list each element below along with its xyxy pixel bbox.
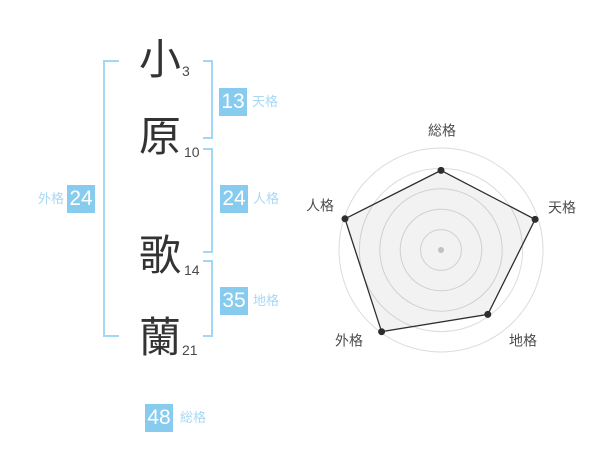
radar-vertex-dot xyxy=(378,328,386,336)
stroke-count-4: 21 xyxy=(182,342,198,358)
chikaku-bracket xyxy=(203,260,213,337)
soukaku-label: 総格 xyxy=(180,410,207,425)
chikaku-value-badge: 35 xyxy=(220,287,248,315)
radar-vertex-dot xyxy=(341,215,349,223)
tenkaku-bracket xyxy=(203,60,213,139)
gaikaku-label: 外格 xyxy=(38,191,65,206)
radar-axis-label-gaikaku: 外格 xyxy=(335,332,363,349)
radar-grid-ring xyxy=(420,229,462,271)
tenkaku-label: 天格 xyxy=(252,94,279,109)
stroke-count-2: 10 xyxy=(184,144,200,160)
soukaku-value-badge: 48 xyxy=(145,404,173,432)
stroke-count-3: 14 xyxy=(184,262,200,278)
radar-axis-label-tenkaku: 天格 xyxy=(548,199,576,216)
radar-vertex-dot xyxy=(531,215,539,223)
radar-vertex-dot xyxy=(437,166,445,174)
name-character-4: 蘭 xyxy=(138,314,181,361)
name-character-1: 小 xyxy=(138,36,181,83)
radar-axis-label-chikaku: 地格 xyxy=(509,332,537,349)
name-character-3: 歌 xyxy=(138,232,181,279)
radar-grid-ring xyxy=(338,147,544,353)
jinkaku-label: 人格 xyxy=(253,191,280,206)
stroke-count-1: 3 xyxy=(182,63,190,79)
radar-vertex-dot xyxy=(484,310,492,318)
name-character-2: 原 xyxy=(138,113,181,160)
gaikaku-bracket xyxy=(103,60,119,337)
radar-chart xyxy=(338,147,544,353)
radar-grid-ring xyxy=(379,188,503,312)
chikaku-label: 地格 xyxy=(253,293,280,308)
gaikaku-value-badge: 24 xyxy=(67,185,95,213)
radar-grid-ring xyxy=(399,208,483,292)
jinkaku-bracket xyxy=(203,148,213,253)
tenkaku-value-badge: 13 xyxy=(219,88,247,116)
jinkaku-value-badge: 24 xyxy=(220,185,248,213)
radar-axis-label-soukaku: 総格 xyxy=(428,122,456,139)
radar-axis-label-jinkaku: 人格 xyxy=(306,197,334,214)
radar-center-dot xyxy=(438,247,444,253)
